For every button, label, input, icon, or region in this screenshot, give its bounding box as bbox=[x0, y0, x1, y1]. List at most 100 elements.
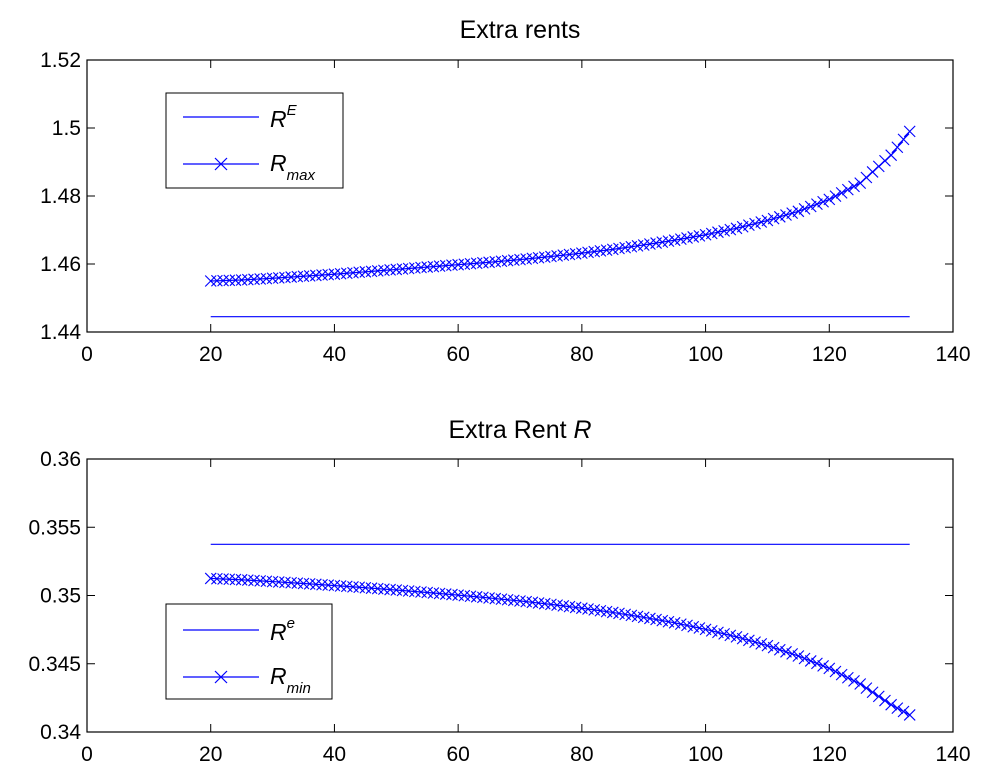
data-point-marker bbox=[804, 655, 817, 667]
data-point-marker bbox=[897, 705, 910, 718]
x-tick-label: 0 bbox=[81, 743, 93, 766]
data-point-marker bbox=[798, 203, 811, 215]
y-tick-label: 0.355 bbox=[28, 516, 81, 539]
subplot-1-ticks: 0 20 40 60 80 100 120 140 1.44 1.46 1.48 1.5 1.52 bbox=[40, 49, 970, 366]
y-tick-label: 1.48 bbox=[40, 185, 81, 208]
y-tick-label: 1.46 bbox=[40, 253, 81, 276]
data-point-marker bbox=[835, 186, 848, 199]
x-tick-label: 120 bbox=[812, 743, 847, 766]
data-point-marker bbox=[885, 149, 898, 162]
data-point-marker bbox=[792, 205, 805, 218]
data-point-marker bbox=[848, 674, 860, 687]
data-point-marker bbox=[235, 573, 248, 586]
data-point-marker bbox=[773, 643, 786, 656]
legend-label-re-lower: Re bbox=[270, 615, 295, 645]
data-point-marker bbox=[241, 574, 254, 587]
data-point-marker bbox=[829, 665, 842, 678]
data-point-marker bbox=[891, 141, 904, 154]
subplot-1-plot-area bbox=[204, 125, 916, 318]
data-point-marker bbox=[811, 198, 823, 211]
y-tick-label: 0.345 bbox=[28, 653, 81, 676]
data-point-marker bbox=[866, 686, 879, 699]
data-point-marker bbox=[260, 575, 273, 588]
data-point-marker bbox=[835, 668, 848, 681]
x-tick-label: 20 bbox=[199, 743, 222, 766]
data-point-marker bbox=[248, 574, 260, 587]
data-point-marker bbox=[223, 573, 236, 586]
data-point-marker bbox=[254, 574, 267, 587]
data-point-marker bbox=[823, 193, 836, 206]
data-point-marker bbox=[767, 641, 780, 654]
data-point-marker bbox=[891, 702, 904, 715]
legend-label-rmax: Rmax bbox=[270, 150, 315, 184]
y-tick-label: 1.5 bbox=[52, 117, 81, 140]
data-point-marker bbox=[798, 652, 811, 665]
data-point-marker bbox=[229, 573, 242, 586]
data-point-marker bbox=[792, 650, 805, 662]
data-point-marker bbox=[872, 690, 885, 703]
legend-box bbox=[165, 92, 344, 189]
legend-label-re: RE bbox=[270, 102, 298, 132]
data-point-marker bbox=[817, 660, 829, 672]
subplot-2-ticks: 0 20 40 60 80 100 120 140 0.34 0.345 0.35 0.355 0.36 bbox=[28, 448, 970, 766]
data-point-marker bbox=[260, 272, 273, 285]
x-tick-label: 140 bbox=[935, 343, 970, 366]
data-point-marker bbox=[241, 273, 254, 286]
x-tick-label: 120 bbox=[812, 343, 847, 366]
data-point-marker bbox=[248, 273, 260, 286]
x-tick-label: 100 bbox=[688, 743, 723, 766]
data-point-marker bbox=[804, 200, 817, 213]
data-point-marker bbox=[761, 639, 774, 652]
data-point-marker bbox=[841, 183, 854, 196]
data-point-marker bbox=[817, 195, 829, 208]
data-point-marker bbox=[841, 671, 854, 684]
x-tick-label: 140 bbox=[935, 743, 970, 766]
data-point-marker bbox=[204, 275, 217, 287]
x-tick-label: 20 bbox=[199, 343, 222, 366]
data-point-marker bbox=[211, 572, 223, 585]
y-tick-label: 1.52 bbox=[40, 49, 81, 72]
data-point-marker bbox=[204, 572, 217, 585]
subplot-extra-rent-r: Extra Rent R 0 20 40 60 80 100 120 140 0.34 0.345… bbox=[28, 416, 970, 766]
subplot-2-legend: Re Rmin bbox=[165, 603, 333, 700]
x-tick-label: 60 bbox=[446, 343, 469, 366]
subplot-1-title: Extra rents bbox=[460, 16, 581, 44]
y-tick-label: 1.44 bbox=[40, 321, 81, 344]
data-point-marker bbox=[860, 682, 873, 694]
x-tick-label: 60 bbox=[446, 743, 469, 766]
y-tick-label: 0.35 bbox=[40, 585, 81, 608]
data-point-marker bbox=[903, 125, 916, 138]
data-point-marker bbox=[823, 662, 836, 675]
x-tick-label: 40 bbox=[323, 743, 346, 766]
data-point-marker bbox=[879, 694, 891, 707]
subplot-2-plot-area bbox=[204, 543, 916, 721]
x-tick-label: 100 bbox=[688, 343, 723, 366]
data-point-marker bbox=[254, 273, 267, 285]
legend-label-rmin: Rmin bbox=[270, 663, 311, 697]
data-point-marker bbox=[829, 190, 842, 203]
data-point-marker bbox=[854, 678, 867, 690]
data-point-marker bbox=[885, 698, 898, 711]
x-tick-label: 40 bbox=[323, 343, 346, 366]
subplot-1-legend: RE Rmax bbox=[165, 92, 344, 189]
subplot-2-title: Extra Rent R bbox=[448, 416, 591, 444]
data-point-marker bbox=[811, 657, 823, 670]
legend-marker-x bbox=[214, 670, 228, 684]
data-point-marker bbox=[235, 274, 248, 286]
x-tick-label: 0 bbox=[81, 343, 93, 366]
legend-box bbox=[165, 603, 333, 700]
data-point-marker bbox=[897, 133, 910, 146]
data-point-marker bbox=[229, 274, 242, 287]
data-point-marker bbox=[217, 573, 229, 585]
x-tick-label: 80 bbox=[570, 743, 593, 766]
legend-marker-x bbox=[214, 157, 228, 171]
data-point-marker bbox=[223, 274, 236, 287]
data-point-marker bbox=[786, 648, 799, 660]
data-point-marker bbox=[211, 274, 223, 287]
data-point-marker bbox=[217, 274, 229, 287]
subplot-extra-rents: Extra rents 0 20 40 60 80 100 120 140 1.44 1.46 1.… bbox=[40, 16, 970, 366]
x-tick-label: 80 bbox=[570, 343, 593, 366]
data-point-marker bbox=[848, 180, 860, 193]
